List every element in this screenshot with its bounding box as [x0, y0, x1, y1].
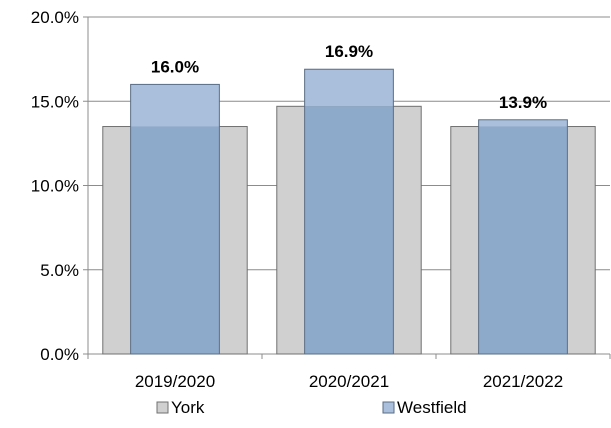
- data-labels: 16.0% 16.9% 13.9%: [151, 42, 547, 112]
- legend-item-york: York: [156, 398, 205, 417]
- bar-westfield: [130, 83, 220, 355]
- legend: York Westfield: [156, 398, 467, 417]
- bar-westfield-overlap: [130, 126, 220, 355]
- bar-westfield-overlap: [304, 106, 394, 355]
- data-label-westfield: 16.0%: [151, 57, 199, 76]
- bar-westfield-overlap-top: [304, 69, 394, 107]
- y-tick-label: 10.0%: [31, 177, 79, 196]
- bars: [102, 68, 596, 355]
- x-tick-label: 2020/2021: [309, 372, 389, 391]
- bar-westfield-overlap-top: [130, 84, 220, 127]
- axes: 0.0% 5.0% 10.0% 15.0% 20.0% 2019/2020 2020/202…: [31, 8, 611, 391]
- y-tick-label: 20.0%: [31, 8, 79, 27]
- y-tick-label: 15.0%: [31, 92, 79, 111]
- legend-label: York: [171, 398, 205, 417]
- y-tick-label: 5.0%: [40, 261, 79, 280]
- bar-westfield-overlap-top: [478, 119, 568, 127]
- bar-westfield-overlap: [478, 126, 568, 355]
- x-tick-label: 2021/2022: [483, 372, 563, 391]
- bar-westfield: [304, 68, 394, 355]
- data-label-westfield: 16.9%: [325, 42, 373, 61]
- legend-item-westfield: Westfield: [382, 398, 467, 417]
- legend-swatch: [382, 401, 395, 414]
- bar-westfield: [478, 119, 568, 355]
- y-tick-label: 0.0%: [40, 345, 79, 364]
- legend-label: Westfield: [397, 398, 467, 417]
- legend-swatch: [156, 401, 169, 414]
- x-tick-label: 2019/2020: [135, 372, 215, 391]
- data-label-westfield: 13.9%: [499, 93, 547, 112]
